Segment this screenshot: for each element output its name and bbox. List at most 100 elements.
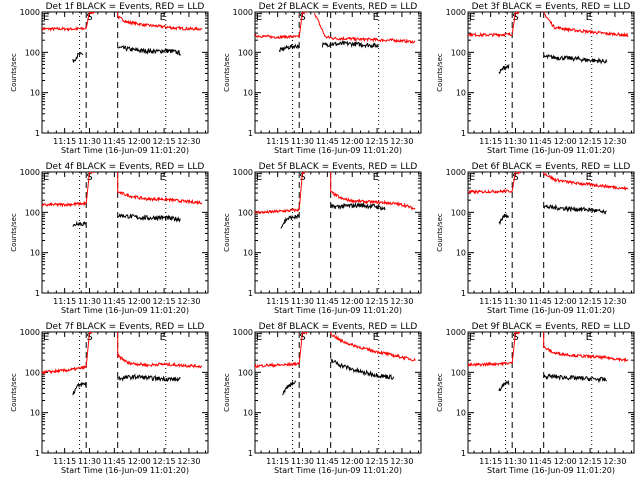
x-tick-label: 12:15	[366, 137, 389, 146]
lld-series-line	[468, 31, 513, 38]
x-tick-label: 12:30	[390, 137, 413, 146]
chart-title: Det 5f BLACK = Events, RED = LLD	[259, 162, 418, 172]
plot-frame	[254, 171, 422, 294]
events-series-line	[498, 64, 510, 74]
x-axis-label: Start Time (16-Jun-09 11:01:20)	[487, 306, 615, 315]
chart-title: Det 9f BLACK = Events, RED = LLD	[472, 322, 631, 332]
marker-e-left: E	[256, 172, 262, 183]
x-axis-label: Start Time (16-Jun-09 11:01:20)	[61, 466, 189, 475]
lld-series-line	[42, 26, 87, 32]
y-axis-label: Counts/sec	[10, 373, 18, 412]
y-axis-label: Counts/sec	[223, 213, 231, 252]
lld-series-line	[515, 172, 521, 176]
events-series-line	[72, 381, 87, 396]
x-tick-label: 11:45	[529, 457, 552, 466]
x-tick-label: 11:30	[504, 137, 527, 146]
x-tick-label: 12:15	[153, 457, 176, 466]
marker-e: E	[373, 172, 379, 183]
marker-e: E	[373, 332, 379, 343]
lld-series-line	[543, 345, 629, 363]
x-tick-label: 11:30	[78, 297, 101, 306]
x-tick-label: 12:00	[341, 457, 364, 466]
y-tick-label: 100	[451, 48, 466, 57]
y-axis-label: Counts/sec	[223, 373, 231, 412]
y-axis-label: Counts/sec	[10, 213, 18, 252]
events-series-line	[330, 201, 386, 211]
x-tick-label: 11:15	[479, 457, 502, 466]
x-tick-label: 12:15	[579, 297, 602, 306]
y-tick-label: 100	[238, 48, 253, 57]
y-tick-label: 100	[25, 208, 40, 217]
x-axis-label: Start Time (16-Jun-09 11:01:20)	[274, 466, 402, 475]
chart-title: Det 6f BLACK = Events, RED = LLD	[472, 162, 631, 172]
chart-panel-2: Det 2f BLACK = Events, RED = LLD 1 10 100 10…	[223, 2, 422, 155]
data-area	[255, 172, 416, 229]
y-tick-label: 1	[35, 129, 40, 138]
y-tick-label: 1000	[20, 328, 40, 337]
y-tick-label: 1000	[446, 328, 466, 337]
lld-series-line	[42, 200, 87, 208]
events-series-line	[498, 213, 509, 226]
x-tick-label: 11:15	[266, 457, 289, 466]
x-axis-label: Start Time (16-Jun-09 11:01:20)	[61, 306, 189, 315]
y-tick-label: 1000	[20, 8, 40, 17]
x-tick-label: 11:30	[291, 137, 314, 146]
plot-frame	[467, 171, 635, 294]
events-series-line	[278, 43, 300, 53]
plot-frame	[41, 171, 209, 294]
y-tick-label: 10	[30, 409, 40, 418]
y-tick-label: 10	[456, 249, 466, 258]
events-series-line	[543, 53, 608, 65]
chart-panel-8: Det 8f BLACK = Events, RED = LLD 1 10 100 10…	[223, 322, 422, 475]
y-tick-label: 1	[248, 289, 253, 298]
data-area	[255, 332, 416, 396]
chart-title: Det 4f BLACK = Events, RED = LLD	[46, 162, 205, 172]
x-tick-label: 12:15	[579, 137, 602, 146]
x-tick-label: 12:00	[341, 297, 364, 306]
y-tick-label: 1	[461, 289, 466, 298]
x-tick-label: 12:15	[366, 297, 389, 306]
x-tick-label: 11:30	[291, 297, 314, 306]
x-tick-label: 11:45	[103, 137, 126, 146]
y-tick-label: 1	[248, 449, 253, 458]
x-tick-label: 11:30	[504, 457, 527, 466]
lld-series-line	[511, 332, 517, 364]
chart-panel-1: Det 1f BLACK = Events, RED = LLD 1 10 100 10…	[10, 2, 209, 155]
marker-s: S	[512, 172, 518, 183]
events-series-line	[117, 213, 181, 223]
marker-s: S	[86, 172, 92, 183]
chart-panel-5: Det 5f BLACK = Events, RED = LLD 1 10 100 10…	[223, 162, 422, 315]
y-tick-label: 1	[461, 449, 466, 458]
chart-title: Det 7f BLACK = Events, RED = LLD	[46, 322, 205, 332]
x-tick-label: 12:00	[554, 457, 577, 466]
lld-series-line	[117, 353, 203, 369]
y-axis-label: Counts/sec	[223, 53, 231, 92]
x-tick-label: 11:15	[266, 137, 289, 146]
events-series-line	[498, 380, 510, 392]
x-tick-label: 11:45	[316, 457, 339, 466]
chart-panel-4: Det 4f BLACK = Events, RED = LLD 1 10 100 10…	[10, 162, 209, 315]
y-tick-label: 10	[243, 249, 253, 258]
chart-title: Det 3f BLACK = Events, RED = LLD	[472, 2, 631, 12]
events-series-line	[72, 220, 87, 227]
x-tick-label: 11:45	[103, 457, 126, 466]
x-axis-label: Start Time (16-Jun-09 11:01:20)	[487, 466, 615, 475]
chart-title: Det 8f BLACK = Events, RED = LLD	[259, 322, 418, 332]
y-tick-label: 10	[243, 409, 253, 418]
y-axis-label: Counts/sec	[10, 53, 18, 92]
lld-series-line	[298, 12, 304, 38]
marker-e-left: E	[256, 12, 262, 23]
marker-s: S	[86, 332, 92, 343]
data-area	[468, 332, 629, 392]
y-tick-label: 1000	[233, 328, 253, 337]
y-tick-label: 10	[456, 409, 466, 418]
lld-series-line	[511, 172, 517, 191]
x-tick-label: 11:15	[53, 297, 76, 306]
y-tick-label: 1000	[233, 168, 253, 177]
marker-s: S	[512, 332, 518, 343]
lld-series-line	[42, 365, 87, 376]
x-axis-label: Start Time (16-Jun-09 11:01:20)	[274, 146, 402, 155]
lld-series-line	[543, 172, 629, 191]
y-tick-label: 1000	[20, 168, 40, 177]
